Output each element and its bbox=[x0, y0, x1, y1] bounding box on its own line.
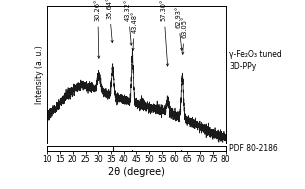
Text: 63.05°: 63.05° bbox=[181, 16, 187, 54]
Text: 30.26°: 30.26° bbox=[95, 0, 101, 58]
Text: γ-Fe₂O₃ tuned
3D-PPy: γ-Fe₂O₃ tuned 3D-PPy bbox=[229, 50, 282, 71]
Text: PDF 80-2186: PDF 80-2186 bbox=[229, 144, 278, 153]
Text: 43.48°: 43.48° bbox=[131, 11, 138, 50]
Text: 62.93°: 62.93° bbox=[175, 6, 183, 50]
Text: 43.32°: 43.32° bbox=[125, 0, 132, 45]
Y-axis label: Intensity (a. u.): Intensity (a. u.) bbox=[35, 45, 45, 104]
Text: 35.64°: 35.64° bbox=[106, 0, 113, 43]
X-axis label: 2θ (degree): 2θ (degree) bbox=[108, 167, 165, 177]
Text: 57.30°: 57.30° bbox=[161, 0, 169, 66]
